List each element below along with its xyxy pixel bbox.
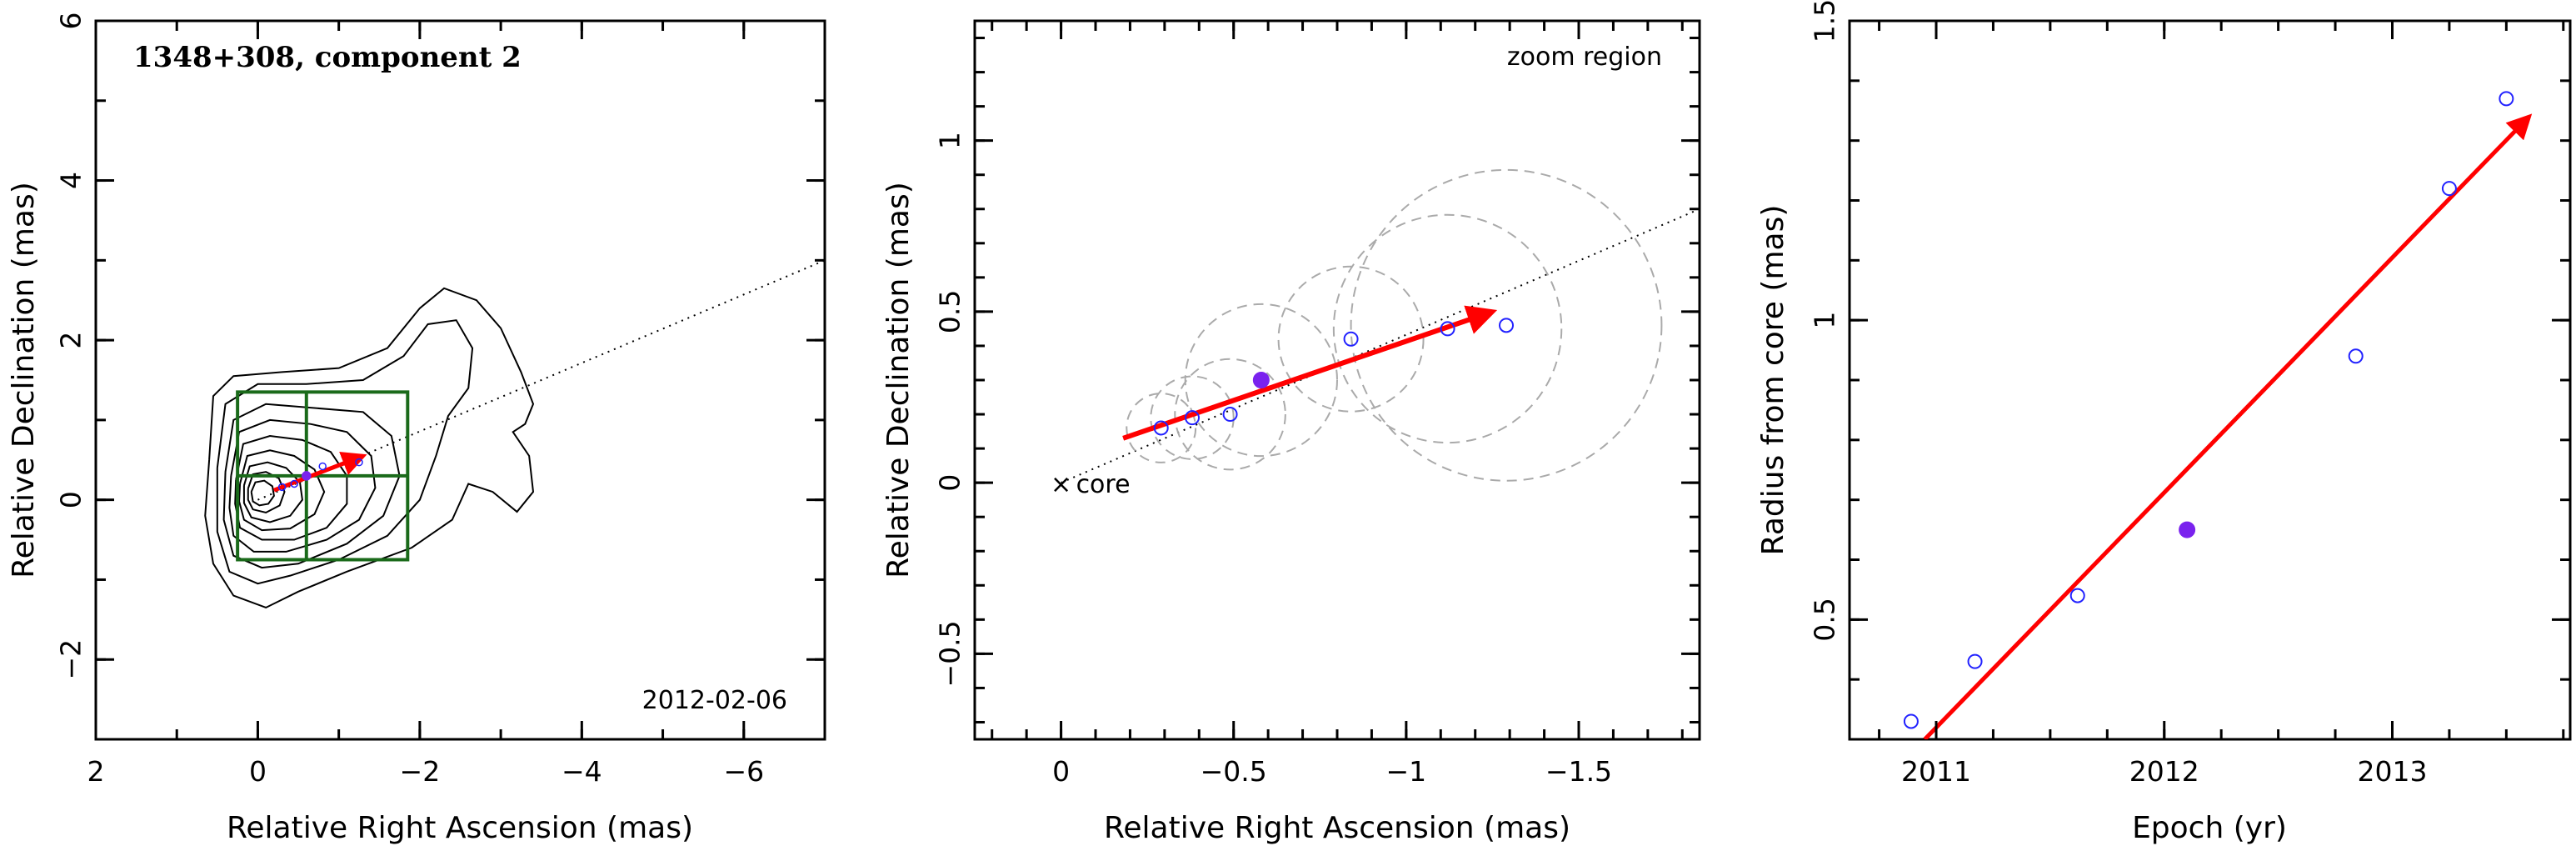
component-size-circle (1174, 358, 1286, 471)
x-tick-label: −1 (1386, 755, 1427, 788)
motion-arrow (1122, 305, 1498, 441)
axis-ticks: 2011 2012 2013 0.5 1 1.5 (1809, 0, 2570, 788)
data-point (2441, 181, 2457, 197)
jet-axis-line (1061, 208, 1700, 484)
chart-title: 1348+308, component 2 (133, 41, 522, 74)
component-size-circle (1150, 375, 1235, 460)
x-tick-label: 0 (249, 755, 267, 788)
x-tick-label: −4 (562, 755, 602, 788)
y-tick-label: −2 (55, 639, 87, 680)
core-marker: × (1051, 470, 1071, 499)
y-tick-label: 4 (55, 172, 87, 189)
fit-line (1923, 113, 2533, 739)
x-tick-label: −0.5 (1201, 755, 1267, 788)
contour-line (216, 319, 474, 585)
data-point (355, 458, 363, 467)
y-tick-label: 1 (934, 132, 966, 149)
data-point (318, 462, 327, 471)
x-tick-label: 2011 (1901, 755, 1971, 788)
data-point (1499, 318, 1514, 333)
contour-line (242, 461, 303, 523)
y-axis-label: Relative Declination (mas) (881, 182, 916, 578)
contour-line (204, 287, 535, 609)
x-tick-label: 2012 (2129, 755, 2199, 788)
x-axis-label: Epoch (yr) (2132, 811, 2287, 845)
component-size-circle (1184, 303, 1339, 458)
contour-line (234, 435, 348, 541)
y-tick-label: 6 (55, 13, 87, 30)
data-point (1185, 410, 1200, 426)
zoom-annotation: zoom region (1507, 43, 1662, 72)
plot-area (1903, 91, 2533, 739)
filled-data-point (1252, 372, 1270, 388)
data-point (1440, 321, 1455, 337)
contour-line (238, 449, 326, 532)
filled-data-point (2179, 521, 2196, 538)
y-tick-label: 0 (55, 491, 87, 508)
y-axis-label: Radius from core (mas) (1756, 205, 1790, 556)
data-point (1343, 331, 1359, 347)
plot-frame (94, 19, 826, 741)
component-size-circle (1277, 265, 1425, 413)
x-tick-label: −6 (723, 755, 764, 788)
panel-radius-vs-epoch: 2011 2012 2013 0.5 1 1.5 Epoch (yr) Radius fr… (1756, 0, 2572, 845)
data-point (1153, 420, 1169, 436)
motion-arrow (272, 451, 367, 493)
contour-line (250, 479, 275, 507)
panel-contour-map: 2 0 −2 −4 −6 −2 0 2 4 6 1348+308, component 2 201… (7, 13, 826, 845)
core-label: core (1076, 470, 1131, 499)
data-point (277, 483, 287, 492)
y-axis-label: Relative Declination (mas) (7, 182, 41, 578)
y-tick-label: 1.5 (1809, 0, 1841, 43)
y-tick-label: 0 (934, 474, 966, 492)
axis-ticks: 0 −0.5 −1 −1.5 −0.5 0 0.5 1 (934, 21, 1700, 788)
data-point (1903, 713, 1919, 729)
data-point (1222, 407, 1238, 423)
data-point (2499, 91, 2514, 107)
y-tick-label: 2 (55, 332, 87, 349)
date-annotation: 2012-02-06 (642, 686, 787, 715)
y-tick-label: 1 (1809, 312, 1841, 329)
x-tick-label: −2 (400, 755, 441, 788)
x-axis-label: Relative Right Ascension (mas) (227, 811, 693, 845)
contour-line (247, 471, 286, 514)
panel-zoom-region: × core 0 −0.5 −1 −1.5 −0.5 0 0.5 1 zoom region R… (881, 19, 1701, 845)
filled-data-point (302, 471, 312, 481)
plot-frame (1848, 19, 2572, 741)
component-size-circle (1332, 213, 1563, 444)
x-tick-label: −1.5 (1545, 755, 1612, 788)
y-tick-label: 0.5 (1809, 598, 1841, 641)
jet-axis-line (257, 259, 825, 501)
x-tick-label: 2 (87, 755, 105, 788)
component-size-circle (1126, 393, 1197, 463)
x-tick-label: 0 (1052, 755, 1070, 788)
plot-area (204, 259, 825, 609)
data-point (1967, 653, 1983, 669)
x-tick-label: 2013 (2357, 755, 2427, 788)
y-tick-label: 0.5 (934, 290, 966, 333)
data-point (2348, 348, 2364, 364)
data-point (290, 479, 298, 488)
component-size-circle (1350, 168, 1663, 482)
x-axis-label: Relative Right Ascension (mas) (1104, 811, 1570, 845)
data-point (2069, 588, 2085, 603)
axis-ticks: 2 0 −2 −4 −6 −2 0 2 4 6 (55, 13, 826, 788)
plot-area: × core (1051, 168, 1700, 499)
y-tick-label: −0.5 (934, 620, 966, 687)
